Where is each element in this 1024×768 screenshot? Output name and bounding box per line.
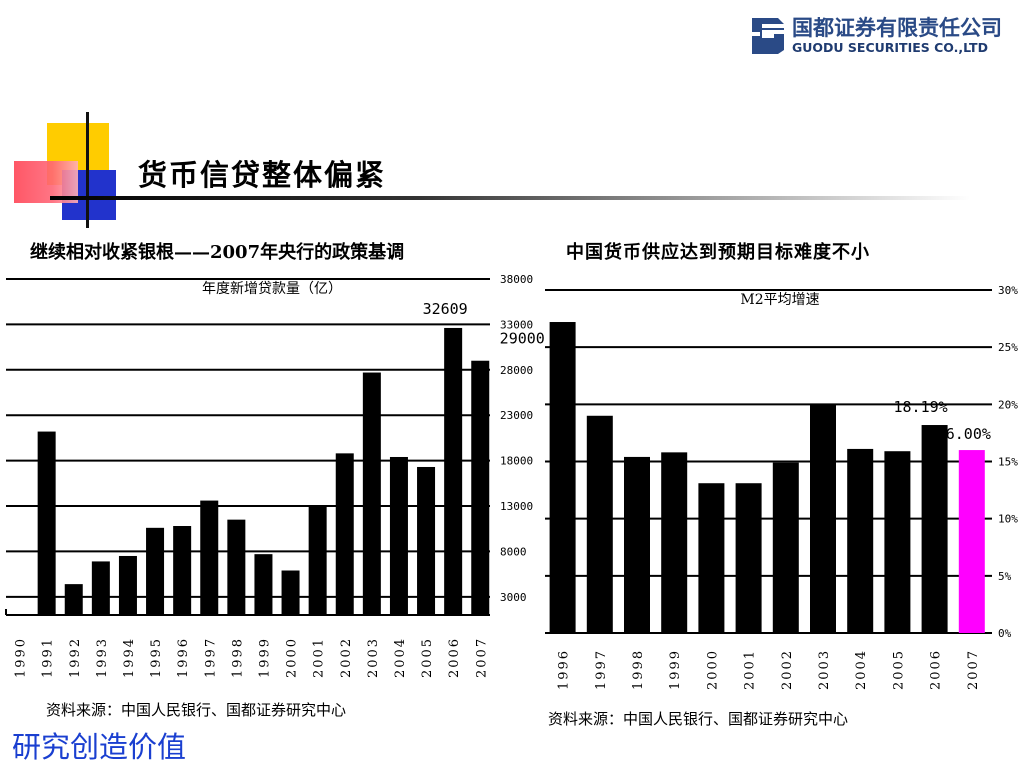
y-tick-label: 38000 [500,273,533,286]
bar-1992 [64,584,83,615]
bar-2000 [281,570,300,615]
x-tick-label: 2005 [891,649,906,690]
bar-1998 [227,519,246,615]
x-tick-label: 2006 [447,637,462,678]
y-tick-label: 15% [998,456,1018,469]
bar-1999 [254,554,273,615]
right-chart-heading: 中国货币供应达到预期目标难度不小 [566,242,870,263]
x-tick-label: 1997 [203,637,218,678]
x-tick-label: 1991 [41,637,56,678]
y-tick-label: 10% [998,513,1018,526]
right-source-note: 资料来源：中国人民银行、国都证券研究中心 [548,710,849,728]
x-tick-label: 2001 [312,637,327,678]
bar-1996 [549,322,576,633]
x-tick-label: 2005 [420,637,435,678]
bar-1999 [661,452,688,633]
bar-2003 [362,372,381,615]
x-tick-label: 2002 [780,649,795,690]
x-tick-label: 2001 [743,649,758,690]
bar-2002 [335,453,354,615]
bar-1993 [91,561,110,615]
y-tick-label: 25% [998,341,1018,354]
loan-growth-chart: 38000 33000 28000 23000 18000 13000 8000 3000 19… [5,273,545,678]
bar-1997 [586,415,613,633]
y-tick-label: 20% [998,398,1018,411]
bar-2004 [847,448,874,633]
y-tick-label: 30% [998,284,1018,297]
x-tick-label: 2000 [285,637,300,678]
x-tick-label: 2006 [929,649,944,690]
bar-1998 [624,456,650,633]
bar-2006 [444,327,463,615]
tagline: 研究创造价值 [12,730,187,764]
y-tick-label: 0% [998,627,1012,640]
bar-2005 [884,451,911,633]
x-tick-label: 1999 [668,649,683,690]
x-tick-label: 2002 [339,637,354,678]
data-label: 18.19% [894,398,948,416]
x-tick-label: 2004 [854,649,869,690]
bar-1997 [200,500,219,615]
y-tick-label: 33000 [500,318,533,331]
data-label: 29000 [500,330,545,348]
x-tick-label: 2003 [366,637,381,678]
x-tick-label: 1995 [149,637,164,678]
y-tick-label: 28000 [500,364,533,377]
x-tick-label: 2007 [474,637,489,678]
y-tick-label: 23000 [500,409,533,422]
x-tick-label: 2004 [393,637,408,678]
bar-2006 [921,425,948,633]
chart-title: M2平均增速 [740,292,819,308]
x-tick-label: 1998 [230,637,245,678]
chart-title: 年度新增贷款量（亿） [202,281,342,297]
company-logo: 国都证券有限责任公司 GUODU SECURITIES CO.,LTD [748,12,1016,62]
x-tick-label: 1998 [631,649,646,690]
bar-2004 [389,456,408,615]
m2-growth-chart: 30% 25% 20% 15% 10% 5% 0% 1996 1997 1998 1999 2000 2… [545,284,1018,690]
x-tick-label: 1990 [14,637,29,678]
logo-mark-icon [752,18,784,54]
page-title: 货币信贷整体偏紧 [138,158,387,192]
x-tick-label: 2003 [817,649,832,690]
left-chart-heading: 继续相对收紧银根——2007年央行的政策基调 [30,242,405,263]
logo-english-name: GUODU SECURITIES CO.,LTD [792,40,988,55]
bar-2003 [810,404,836,633]
logo-chinese-name: 国都证券有限责任公司 [792,16,1002,40]
data-label: 16.00% [937,425,991,443]
x-tick-label: 1993 [95,637,110,678]
x-tick-label: 1994 [122,637,137,678]
x-tick-label: 2007 [966,649,981,690]
y-tick-label: 18000 [500,455,533,468]
x-tick-label: 1996 [176,637,191,678]
x-tick-label: 2000 [705,649,720,690]
bar-2005 [417,466,436,615]
left-source-note: 资料来源：中国人民银行、国都证券研究中心 [46,701,347,719]
bar-2001 [308,506,327,615]
y-tick-label: 13000 [500,500,533,513]
bar-2001 [735,483,762,633]
bar-1996 [173,526,192,615]
data-label: 32609 [423,300,468,318]
bar-2002 [772,462,799,633]
bar-1995 [146,527,165,615]
bar-1991 [37,431,56,615]
x-tick-label: 1997 [594,649,609,690]
decor-vertical-line [86,112,89,228]
y-tick-label: 3000 [500,591,527,604]
bar-2007 [958,450,985,633]
bar-1994 [118,555,137,615]
x-tick-label: 1996 [557,649,572,690]
bar-2000 [698,483,725,633]
bar-2007 [471,360,490,615]
x-tick-label: 1992 [68,637,83,678]
x-tick-label: 1999 [257,637,272,678]
y-tick-label: 5% [998,570,1012,583]
y-tick-label: 8000 [500,545,527,558]
title-underline [50,196,970,200]
